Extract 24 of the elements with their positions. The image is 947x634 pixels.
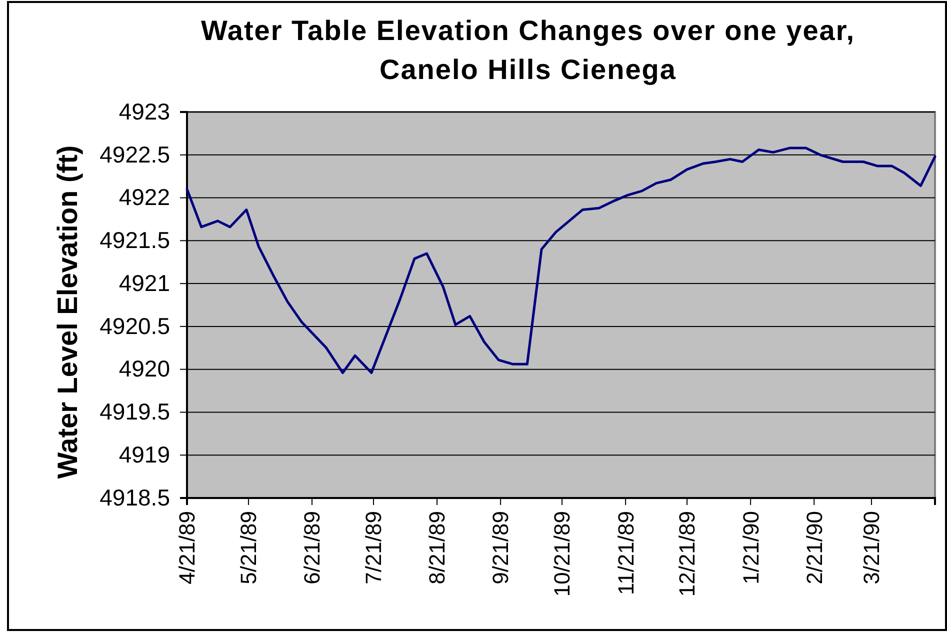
y-tick-label: 4921 (118, 270, 170, 296)
y-tick-label: 4922 (118, 184, 170, 210)
x-tick-label: 2/21/90 (802, 511, 827, 584)
x-tick-label: 6/21/89 (300, 511, 325, 584)
x-tick-label: 8/21/89 (424, 511, 450, 584)
y-tick-label: 4919.5 (100, 398, 170, 425)
y-tick-label: 4919 (118, 441, 170, 468)
y-tick-label: 4920.5 (100, 312, 170, 339)
x-tick-label: 4/21/89 (174, 511, 200, 584)
y-tick-label: 4918.5 (100, 484, 170, 510)
x-tick-label: 5/21/89 (236, 511, 262, 584)
y-tick-label: 4923 (118, 98, 170, 124)
x-tick-label: 7/21/89 (361, 511, 386, 584)
x-tick-label: 11/21/89 (613, 511, 638, 596)
x-tick-label: 1/21/90 (738, 511, 764, 584)
y-tick-label: 4921.5 (100, 227, 170, 254)
y-tick-label: 4920 (118, 356, 170, 382)
x-tick-label: 12/21/89 (674, 511, 700, 597)
y-tick-label: 4922.5 (100, 141, 170, 168)
chart-title: Water Table Elevation Changes over one year, Canelo Hills Cienega (201, 15, 855, 85)
x-tick-label: 10/21/89 (550, 511, 575, 597)
x-tick-label: 3/21/90 (859, 511, 884, 584)
x-tick-label: 9/21/89 (488, 511, 514, 584)
y-axis-title: Water Level Elevation (ft) (52, 145, 83, 479)
